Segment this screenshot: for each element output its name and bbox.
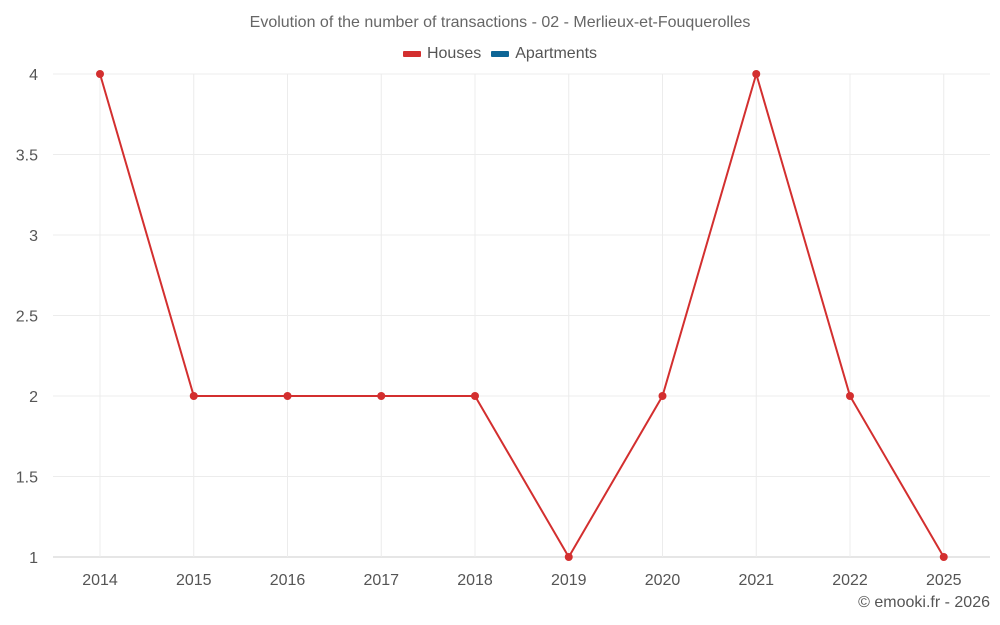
legend-swatch-apartments: [491, 51, 510, 57]
legend-label-houses: Houses: [426, 45, 482, 62]
x-tick-label: 2014: [82, 572, 118, 589]
data-point-houses: [471, 392, 479, 400]
x-tick-label: 2020: [645, 572, 681, 589]
x-tick-label: 2016: [270, 572, 306, 589]
legend-label-apartments: Apartments: [515, 45, 598, 62]
x-tick-label: 2015: [176, 572, 212, 589]
y-tick-label: 2: [29, 389, 38, 406]
data-point-houses: [189, 392, 198, 400]
y-tick-label: 2.5: [16, 309, 38, 326]
data-point-houses: [846, 392, 854, 400]
data-point-houses: [939, 553, 948, 561]
credit-text: © emooki.fr - 2026: [858, 594, 990, 611]
chart-title: Evolution of the number of transactions …: [249, 14, 751, 31]
legend-item-apartments[interactable]: Apartments: [491, 45, 597, 63]
x-tick-label: 2025: [926, 572, 962, 589]
x-tick-label: 2018: [457, 572, 493, 589]
y-tick-label: 1: [29, 550, 38, 567]
series-line-houses: [99, 73, 945, 558]
data-point-houses: [283, 392, 292, 400]
data-point-houses: [564, 553, 573, 561]
data-point-houses: [96, 70, 104, 78]
x-tick-label: 2019: [551, 572, 587, 589]
legend-item-houses[interactable]: Houses: [402, 45, 482, 63]
y-tick-label: 4: [29, 67, 38, 84]
y-tick-label: 3: [29, 228, 38, 245]
data-point-houses: [377, 392, 386, 400]
x-tick-label: 2017: [363, 572, 399, 589]
y-tick-label: 3.5: [16, 148, 38, 165]
x-tick-label: 2022: [832, 572, 868, 589]
x-tick-label: 2021: [738, 572, 774, 589]
legend-swatch-houses: [402, 51, 421, 57]
data-point-houses: [752, 70, 761, 78]
legend: Houses Apartments: [0, 45, 1000, 63]
y-tick-label: 1.5: [16, 470, 38, 487]
data-point-houses: [658, 392, 667, 400]
